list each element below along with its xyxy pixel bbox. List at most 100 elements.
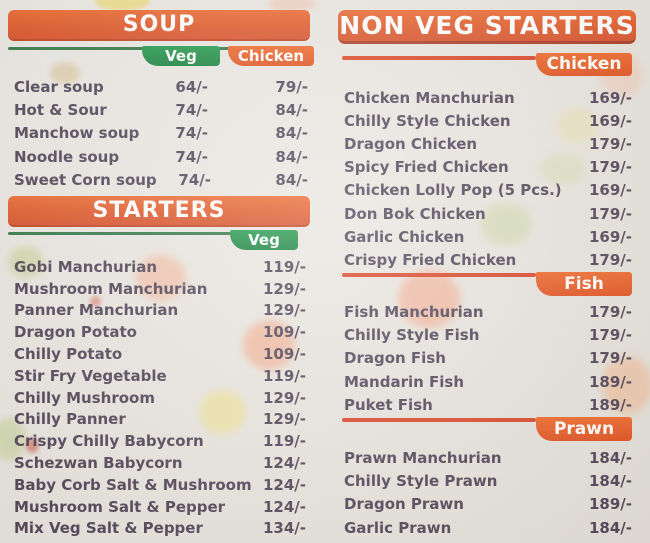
- item-price: 179/-: [588, 303, 632, 322]
- item-price: 129/-: [262, 301, 306, 320]
- item-name: Crispy Chilly Babycorn: [14, 432, 204, 451]
- item-name: Chilly Style Prawn: [344, 472, 498, 491]
- item-price: 179/-: [588, 250, 632, 269]
- item-price: 124/-: [262, 475, 306, 494]
- item-name: Chilly Mushroom: [14, 388, 155, 407]
- item-name: Fish Manchurian: [344, 303, 484, 322]
- item-price: 179/-: [588, 158, 632, 177]
- item-name: Schezwan Babycorn: [14, 454, 183, 473]
- menu-item-row: Dragon Potato 109/-: [6, 321, 312, 343]
- item-name: Prawn Manchurian: [344, 449, 502, 468]
- menu-item-row: Manchow soup 74/- 84/-: [6, 122, 312, 145]
- item-name: Stir Fry Vegetable: [14, 366, 167, 385]
- prawn-group-badge: Prawn: [536, 417, 632, 442]
- starters-section-title: STARTERS: [8, 196, 310, 227]
- soup-section-title: SOUP: [8, 10, 310, 41]
- chicken-price: 84/-: [275, 147, 308, 166]
- item-name: Dragon Potato: [14, 323, 137, 342]
- veg-price: 74/-: [175, 101, 208, 120]
- menu-item-row: Gobi Manchurian 119/-: [6, 256, 312, 278]
- menu-item-row: Chilly Style Prawn 184/-: [336, 470, 638, 493]
- menu-item-row: Chilly Potato 109/-: [6, 343, 312, 365]
- menu-item-row: Dragon Fish 179/-: [336, 347, 638, 370]
- menu-item-row: Mandarin Fish 189/-: [336, 370, 638, 393]
- menu-item-row: Dragon Chicken 179/-: [336, 132, 638, 155]
- fish-group-badge: Fish: [536, 271, 632, 296]
- item-name: Chilly Panner: [14, 410, 126, 429]
- menu-item-row: Don Bok Chicken 179/-: [336, 202, 638, 225]
- item-price: 124/-: [262, 454, 306, 473]
- chicken-column-badge: Chicken: [228, 46, 314, 66]
- veg-column-badge: Veg: [230, 230, 298, 250]
- item-name: Crispy Fried Chicken: [344, 250, 517, 269]
- menu-item-row: Prawn Manchurian 184/-: [336, 446, 638, 469]
- chicken-price: 84/-: [275, 124, 308, 143]
- item-name: Baby Corb Salt & Mushroom: [14, 475, 252, 494]
- menu-item-row: Schezwan Babycorn 124/-: [6, 452, 312, 474]
- chicken-group-header: Chicken: [336, 53, 638, 76]
- item-price: 179/-: [588, 326, 632, 345]
- nonveg-starters-section: NON VEG STARTERS Chicken Chicken Manchur…: [336, 10, 638, 539]
- item-name: Mushroom Salt & Pepper: [14, 497, 226, 516]
- menu-item-row: Puket Fish 189/-: [336, 393, 638, 416]
- item-name: Chilly Style Chicken: [344, 111, 511, 130]
- item-name: Dragon Chicken: [344, 134, 478, 153]
- item-price: 129/-: [262, 279, 306, 298]
- item-name: Chicken Lolly Pop (5 Pcs.): [344, 181, 562, 200]
- fish-group-header: Fish: [336, 271, 638, 297]
- menu-item-row: Baby Corb Salt & Mushroom 124/-: [6, 474, 312, 496]
- chicken-price: 79/-: [275, 77, 308, 96]
- item-name: Clear soup: [14, 77, 104, 96]
- item-price: 124/-: [262, 497, 306, 516]
- veg-price: 74/-: [178, 171, 211, 190]
- veg-column-badge: Veg: [142, 46, 220, 66]
- menu-item-row: Chilly Style Fish 179/-: [336, 324, 638, 347]
- chicken-group-badge: Chicken: [536, 53, 632, 76]
- item-name: Garlic Prawn: [344, 518, 452, 537]
- item-price: 179/-: [588, 134, 632, 153]
- item-name: Gobi Manchurian: [14, 257, 158, 276]
- item-name: Chilly Potato: [14, 345, 123, 364]
- menu-item-row: Mushroom Manchurian 129/-: [6, 278, 312, 300]
- menu-item-row: Chicken Manchurian 169/-: [336, 86, 638, 109]
- menu-item-row: Crispy Fried Chicken 179/-: [336, 248, 638, 271]
- starters-section: STARTERS Veg Gobi Manchurian 119/- Mushro…: [6, 196, 312, 539]
- menu-item-row: Dragon Prawn 189/-: [336, 493, 638, 516]
- item-price: 169/-: [588, 181, 632, 200]
- item-name: Sweet Corn soup: [14, 171, 157, 190]
- item-name: Don Bok Chicken: [344, 204, 486, 223]
- menu-item-row: Spicy Fried Chicken 179/-: [336, 156, 638, 179]
- menu-item-row: Chilly Style Chicken 169/-: [336, 109, 638, 132]
- item-price: 169/-: [588, 227, 632, 246]
- menu-item-row: Stir Fry Vegetable 119/-: [6, 365, 312, 387]
- orange-divider-line: [342, 418, 536, 423]
- item-name: Dragon Prawn: [344, 495, 464, 514]
- item-price: 184/-: [588, 472, 632, 491]
- item-name: Garlic Chicken: [344, 227, 465, 246]
- item-price: 169/-: [588, 88, 632, 107]
- item-price: 119/-: [262, 257, 306, 276]
- menu-item-row: Mix Veg Salt & Pepper 134/-: [6, 518, 312, 540]
- menu-item-row: Chicken Lolly Pop (5 Pcs.) 169/-: [336, 179, 638, 202]
- orange-divider-line: [342, 272, 536, 277]
- item-name: Mandarin Fish: [344, 372, 465, 391]
- item-price: 129/-: [262, 410, 306, 429]
- item-price: 109/-: [262, 323, 306, 342]
- item-price: 169/-: [588, 111, 632, 130]
- prawn-items: Prawn Manchurian 184/- Chilly Style Prawn…: [336, 446, 638, 539]
- veg-price: 74/-: [175, 124, 208, 143]
- green-divider-line: [8, 232, 240, 235]
- chicken-price: 84/-: [275, 101, 308, 120]
- item-name: Mix Veg Salt & Pepper: [14, 519, 203, 538]
- item-price: 109/-: [262, 345, 306, 364]
- menu-item-row: Crispy Chilly Babycorn 119/-: [6, 430, 312, 452]
- item-price: 184/-: [588, 449, 632, 468]
- starters-column-header: Veg: [6, 230, 312, 252]
- soup-column-header: Veg Chicken: [6, 45, 314, 69]
- item-price: 134/-: [262, 519, 306, 538]
- menu-item-row: Sweet Corn soup 74/- 84/-: [6, 169, 312, 192]
- chicken-price: 84/-: [275, 171, 308, 190]
- item-name: Noodle soup: [14, 147, 120, 166]
- menu-item-row: Chilly Panner 129/-: [6, 409, 312, 431]
